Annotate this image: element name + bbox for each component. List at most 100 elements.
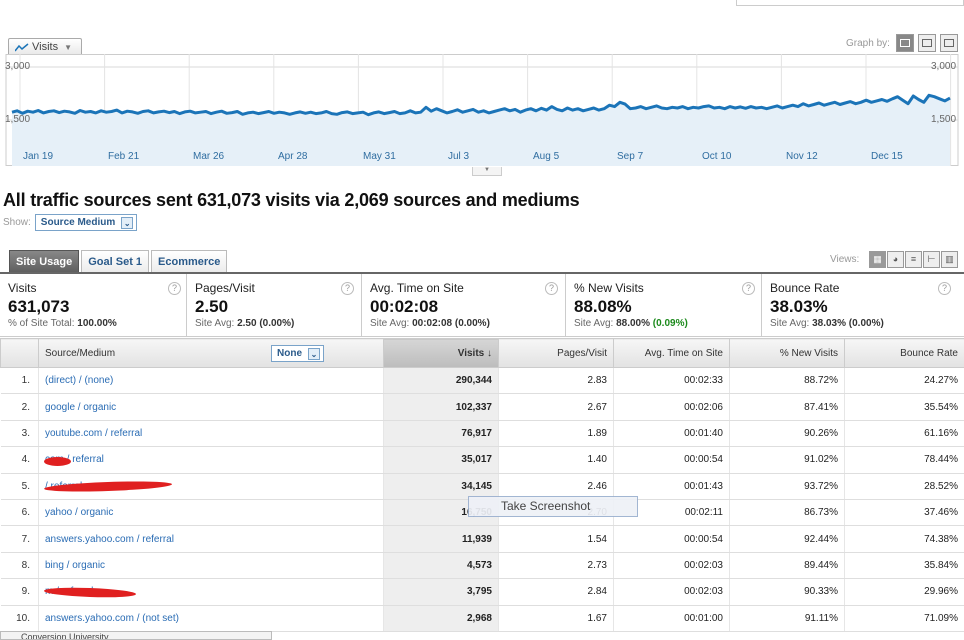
scorecard-sub-label: Site Avg:: [195, 318, 238, 329]
new-visits-header[interactable]: % New Visits: [729, 338, 845, 368]
dimension-select[interactable]: Source Medium ⌄: [34, 214, 138, 231]
day-icon: [900, 39, 910, 47]
collapse-graph-button[interactable]: ▼: [472, 167, 502, 176]
take-screenshot-tooltip[interactable]: Take Screenshot: [468, 496, 638, 517]
x-tick-label: Aug 5: [533, 151, 560, 162]
table-row: 9.m / referral3,7952.8400:02:0390.33%29.…: [0, 578, 964, 606]
scorecard-name: Avg. Time on Site: [370, 281, 464, 295]
comparison-view-icon[interactable]: ⊢: [923, 251, 940, 268]
graph-by-label: Graph by:: [846, 38, 890, 49]
pages-visit-cell: 2.67: [498, 393, 614, 421]
visits-graph[interactable]: [0, 54, 964, 168]
help-icon[interactable]: ?: [938, 282, 951, 295]
bounce-rate-cell: 24.27%: [844, 367, 964, 395]
new-visits-cell: 91.02%: [729, 446, 845, 474]
scorecard: Visits 631,073 % of Site Total: 100.00% …: [0, 274, 964, 337]
scorecard-delta: (0.09%): [652, 318, 688, 329]
x-tick-label: Sep 7: [617, 151, 644, 162]
scorecard-name: Bounce Rate: [770, 281, 840, 295]
visits-cell: 76,917: [383, 420, 499, 448]
row-index: 1.: [0, 367, 39, 395]
x-tick-label: Jan 19: [23, 151, 54, 162]
help-icon[interactable]: ?: [742, 282, 755, 295]
new-visits-cell: 90.26%: [729, 420, 845, 448]
new-visits-cell: 92.44%: [729, 525, 845, 553]
visits-cell: 11,939: [383, 525, 499, 553]
help-icon[interactable]: ?: [168, 282, 181, 295]
pages-visit-header[interactable]: Pages/Visit: [498, 338, 614, 368]
x-tick-label: Apr 28: [278, 151, 308, 162]
bounce-rate-cell: 28.52%: [844, 473, 964, 500]
new-visits-cell: 93.72%: [729, 473, 845, 500]
table-row: 4. com / referral 35,017 1.40 00:00:54 91.02%…: [0, 446, 964, 474]
source-medium-header[interactable]: Source/Medium None ⌄: [38, 338, 384, 368]
source-medium-link[interactable]: bing / organic: [38, 552, 384, 580]
secondary-dimension-select[interactable]: None ⌄: [271, 345, 324, 362]
bounce-rate-cell: 35.54%: [844, 393, 964, 421]
pages-visit-cell: 1.54: [498, 525, 614, 553]
source-medium-link[interactable]: answers.yahoo.com / (not set): [38, 605, 384, 632]
tab-goal-set-1[interactable]: Goal Set 1: [81, 250, 150, 272]
row-index: 5.: [0, 473, 39, 500]
avg-time-header[interactable]: Avg. Time on Site: [613, 338, 730, 368]
page-title: All traffic sources sent 631,073 visits …: [3, 190, 580, 210]
source-medium-link[interactable]: youtube.com / referral: [38, 420, 384, 448]
graph-by-month-button[interactable]: [940, 34, 958, 52]
scorecard-sub-value: 2.50 (0.00%): [237, 318, 295, 329]
report-tabs: Site Usage Goal Set 1 Ecommerce: [9, 250, 228, 272]
help-icon[interactable]: ?: [341, 282, 354, 295]
show-row: Show: Source Medium ⌄: [3, 214, 138, 231]
visits-cell: 35,017: [383, 446, 499, 474]
row-index: 8.: [0, 552, 39, 580]
visits-series-line: [11, 93, 951, 117]
table-header-row: Source/Medium None ⌄ Visits ↓ Pages/Visi…: [0, 338, 964, 368]
dimension-value: Source Medium: [40, 217, 116, 228]
week-icon: [922, 39, 932, 47]
tab-ecommerce[interactable]: Ecommerce: [151, 250, 228, 272]
pages-visit-cell: 1.89: [498, 420, 614, 448]
table-row: 2. google / organic 102,337 2.67 00:02:06 87.…: [0, 393, 964, 421]
row-index: 6.: [0, 499, 39, 527]
visits-header[interactable]: Visits ↓: [383, 338, 499, 368]
views-label: Views:: [830, 254, 860, 265]
show-label: Show:: [3, 217, 31, 228]
bounce-rate-header[interactable]: Bounce Rate: [844, 338, 964, 368]
avg-time-cell: 00:01:43: [613, 473, 730, 500]
scorecard-value: 2.50: [195, 297, 229, 316]
source-medium-link[interactable]: google / organic: [38, 393, 384, 421]
y-tick-left-top: 3,000: [5, 61, 31, 72]
metric-selector[interactable]: Visits ▼: [8, 38, 82, 55]
source-medium-link[interactable]: (direct) / (none): [38, 367, 384, 395]
pages-visit-cell: 2.73: [498, 552, 614, 580]
scorecard-sub-value: 00:02:08 (0.00%): [412, 318, 490, 329]
source-medium-link[interactable]: answers.yahoo.com / referral: [38, 525, 384, 553]
scorecard-sub-label: Site Avg:: [370, 318, 413, 329]
pie-view-icon[interactable]: ◕: [887, 251, 904, 268]
tab-site-usage[interactable]: Site Usage: [9, 250, 80, 272]
table-view-icon[interactable]: ▦: [869, 251, 886, 268]
x-tick-label: Dec 15: [871, 151, 903, 162]
pivot-view-icon[interactable]: ▥: [941, 251, 958, 268]
graph-by-day-button[interactable]: [896, 34, 914, 52]
bounce-rate-cell: 29.96%: [844, 578, 964, 606]
scorecard-name: Pages/Visit: [195, 281, 255, 295]
help-icon[interactable]: ?: [545, 282, 558, 295]
avg-time-cell: 00:02:33: [613, 367, 730, 395]
scorecard-sub-label: Site Avg:: [574, 318, 617, 329]
visits-cell: 3,795: [383, 578, 499, 606]
graph-by-week-button[interactable]: [918, 34, 936, 52]
source-medium-link[interactable]: com / referral: [38, 446, 384, 474]
new-visits-cell: 89.44%: [729, 552, 845, 580]
y-tick-right-bottom: 1,500: [931, 114, 957, 125]
new-visits-cell: 90.33%: [729, 578, 845, 606]
scorecard-visits: Visits 631,073 % of Site Total: 100.00% …: [0, 274, 187, 336]
row-index: 3.: [0, 420, 39, 448]
chevron-down-icon: ⌄: [121, 216, 134, 229]
conversion-university-bar[interactable]: Conversion University: [0, 631, 272, 640]
scorecard-value: 00:02:08: [370, 297, 439, 316]
scorecard-sub-value: 88.00%: [616, 318, 653, 329]
visits-area-fill: [12, 95, 950, 166]
bar-view-icon[interactable]: ≡: [905, 251, 922, 268]
source-medium-link[interactable]: yahoo / organic: [38, 499, 384, 527]
scorecard-value: 88.08%: [574, 297, 632, 316]
